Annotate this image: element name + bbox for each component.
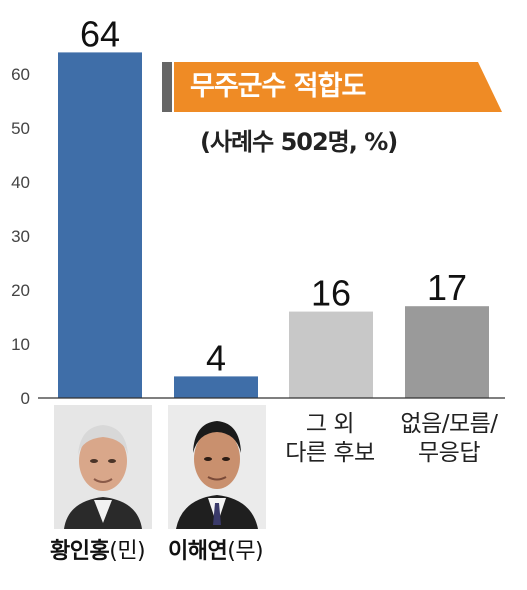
y-tick-label: 50 xyxy=(11,119,30,138)
bar-3 xyxy=(289,311,373,398)
y-tick-label: 20 xyxy=(11,281,30,300)
value-label-4: 17 xyxy=(427,267,467,308)
value-label-1: 64 xyxy=(80,13,120,54)
value-labels: 64 4 16 17 xyxy=(80,13,467,378)
candidate-name: 황인홍 xyxy=(50,539,110,564)
bars xyxy=(58,52,489,399)
chart-title: 무주군수 적합도 xyxy=(190,71,366,102)
y-tick-label: 30 xyxy=(11,227,30,246)
candidate-party: (무) xyxy=(227,539,264,564)
candidate-label-2: 이해연(무) xyxy=(168,533,264,565)
value-label-2: 4 xyxy=(206,337,226,378)
y-tick-label: 40 xyxy=(11,173,30,192)
candidate-photo-2 xyxy=(168,405,266,529)
bar-4 xyxy=(405,306,489,398)
category-label-other: 그 외 다른 후보 xyxy=(285,411,375,466)
chart-subtitle: (사례수 502명, %) xyxy=(200,128,398,156)
candidate-party: (민) xyxy=(109,539,146,564)
y-tick-label: 0 xyxy=(21,389,30,408)
candidate-name: 이해연 xyxy=(168,539,228,564)
banner-background xyxy=(174,62,502,112)
y-tick-label: 60 xyxy=(11,65,30,84)
candidate-photo-1 xyxy=(54,405,152,529)
candidate-label-1: 황인홍(민) xyxy=(50,533,146,565)
title-banner xyxy=(162,62,502,112)
value-label-3: 16 xyxy=(311,273,351,314)
bar-1 xyxy=(58,52,142,399)
y-tick-label: 10 xyxy=(11,335,30,354)
category-label-none: 없음/모름/ 무응답 xyxy=(400,411,498,466)
banner-accent xyxy=(162,62,172,112)
y-axis: 0 10 20 30 40 50 60 xyxy=(11,65,30,408)
bar-2 xyxy=(174,376,258,398)
